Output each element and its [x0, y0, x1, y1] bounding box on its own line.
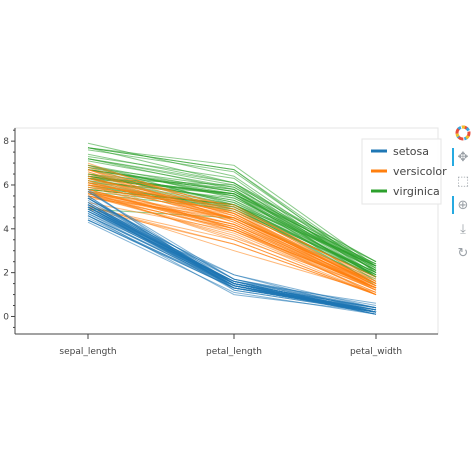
y-tick-label: 8 — [3, 137, 9, 147]
versicolor-line-46 — [87, 191, 377, 289]
virginica-line-29 — [87, 158, 377, 282]
box-zoom-icon[interactable]: ⬚ — [456, 173, 470, 189]
bokeh-logo-icon-graphic — [455, 125, 471, 141]
virginica-line-40 — [87, 169, 377, 265]
versicolor-line-27 — [87, 169, 377, 280]
series-setosa — [87, 188, 377, 315]
versicolor-line-22 — [87, 177, 377, 285]
virginica-line-18 — [87, 147, 377, 267]
versicolor-line-41 — [87, 182, 377, 287]
x-tick-label: sepal_length — [59, 347, 116, 357]
versicolor-line-29 — [87, 191, 377, 296]
setosa-line-42 — [87, 219, 377, 313]
legend-label-setosa: setosa — [393, 145, 429, 158]
bokeh-logo-icon[interactable] — [454, 124, 472, 142]
virginica-line-44 — [87, 169, 377, 263]
chart-toolbar: ✥ ⬚ ⊕ ⤓ ↻ — [451, 122, 473, 272]
setosa-line-46 — [87, 204, 377, 313]
setosa-line-49 — [87, 206, 377, 313]
versicolor-line-43 — [87, 206, 377, 296]
versicolor-line-33 — [87, 184, 377, 282]
y-tick-label: 0 — [3, 312, 9, 322]
versicolor-line-30 — [87, 195, 377, 293]
y-tick-label: 2 — [3, 269, 9, 279]
wheel-zoom-icon[interactable]: ⊕ — [452, 196, 472, 214]
setosa-line-48 — [87, 199, 377, 313]
versicolor-line-31 — [87, 195, 377, 296]
save-icon[interactable]: ⤓ — [460, 221, 466, 237]
reset-icon[interactable]: ↻ — [457, 245, 469, 261]
pan-icon[interactable]: ✥ — [452, 148, 472, 166]
axes: 0 2 4 6 8 sepal_length petal_length petal_width — [3, 127, 439, 357]
series-versicolor — [87, 162, 377, 296]
y-tick-label: 4 — [3, 225, 9, 235]
setosa-line-22 — [87, 215, 377, 313]
virginica-line-43 — [87, 166, 377, 267]
series-lines — [87, 142, 377, 315]
x-tick-label: petal_length — [206, 347, 262, 357]
virginica-line-37 — [87, 175, 377, 278]
legend-label-virginica: virginica — [393, 185, 440, 198]
legend-label-versicolor: versicolor — [393, 165, 447, 178]
versicolor-line-47 — [87, 180, 377, 289]
y-tick-label: 6 — [3, 181, 9, 191]
virginica-line-5 — [87, 149, 377, 271]
x-tick-label: petal_width — [350, 347, 402, 357]
versicolor-line-36 — [87, 169, 377, 285]
versicolor-line-48 — [87, 204, 377, 293]
virginica-line-47 — [87, 173, 377, 274]
setosa-line-13 — [87, 221, 377, 315]
legend: setosa versicolor virginica — [361, 138, 447, 205]
versicolor-line-49 — [87, 191, 377, 289]
